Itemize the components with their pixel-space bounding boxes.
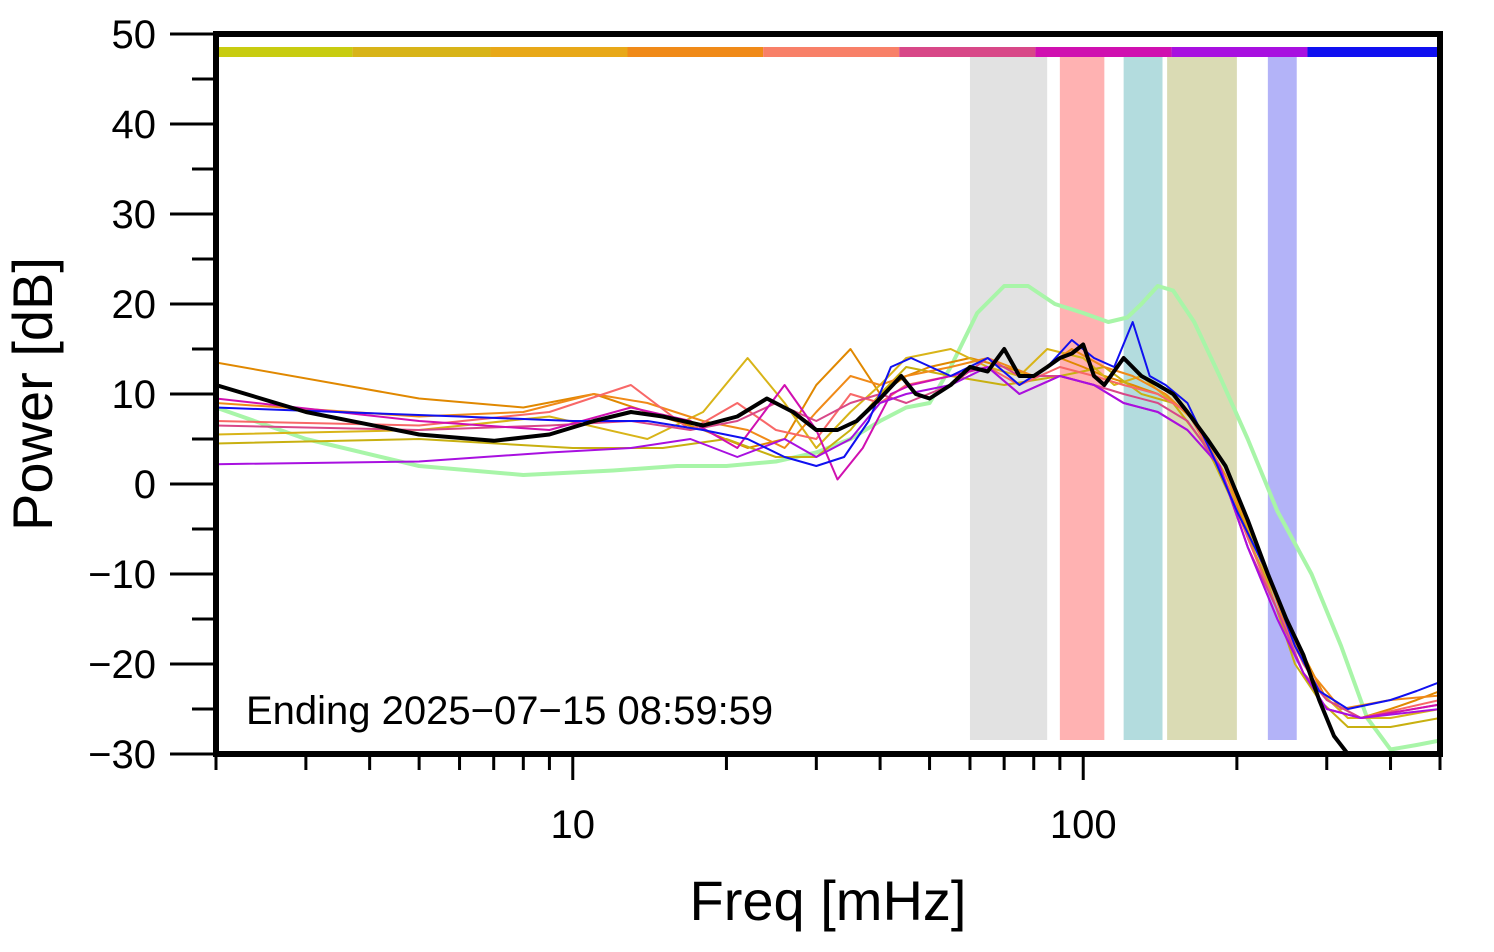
series-line-3 xyxy=(216,366,1440,728)
y-tick-label: 40 xyxy=(112,103,157,147)
y-tick-label: −20 xyxy=(88,643,156,687)
shaded-band-1 xyxy=(1059,52,1105,740)
y-tick-label: 0 xyxy=(134,463,156,507)
color-bar-segment-0 xyxy=(216,47,353,57)
color-bar-segment-8 xyxy=(1307,47,1440,57)
y-axis-ticks: 50 40 30 20 10 0 −10 −20 −30 xyxy=(88,13,216,777)
y-tick-label: 10 xyxy=(112,373,157,417)
series-line-1 xyxy=(216,348,1440,719)
plot-frame xyxy=(213,31,1443,757)
x-axis-title: Freq [mHz] xyxy=(690,869,967,932)
color-bar-segment-6 xyxy=(1035,47,1172,57)
color-bar-segment-5 xyxy=(899,47,1036,57)
y-tick-label: 50 xyxy=(112,13,157,57)
x-tick-label: 100 xyxy=(1050,803,1117,847)
y-tick-label: 20 xyxy=(112,283,157,327)
y-tick-label: 30 xyxy=(112,193,157,237)
y-axis-title: Power [dB] xyxy=(1,257,64,531)
series-line-0 xyxy=(216,284,1440,752)
ending-timestamp-annotation: Ending 2025−07−15 08:59:59 xyxy=(246,689,773,733)
series-line-10 xyxy=(216,342,1350,754)
color-bar-segment-4 xyxy=(763,47,900,57)
series-lines xyxy=(216,284,1440,754)
color-bar-segment-3 xyxy=(627,47,764,57)
series-line-2 xyxy=(216,348,1440,719)
series-line-8 xyxy=(216,366,1440,719)
series-line-9 xyxy=(216,321,1440,710)
color-bar-segment-1 xyxy=(352,47,491,57)
color-bar-segment-7 xyxy=(1171,47,1308,57)
y-tick-label: −30 xyxy=(88,733,156,777)
series-line-4 xyxy=(216,348,1440,710)
x-tick-label: 10 xyxy=(551,803,596,847)
shaded-band-0 xyxy=(969,52,1048,740)
time-color-bar xyxy=(216,47,1440,57)
y-tick-label: −10 xyxy=(88,553,156,597)
x-axis-ticks: 10 100 xyxy=(214,754,1442,847)
color-bar-segment-2 xyxy=(490,47,628,57)
